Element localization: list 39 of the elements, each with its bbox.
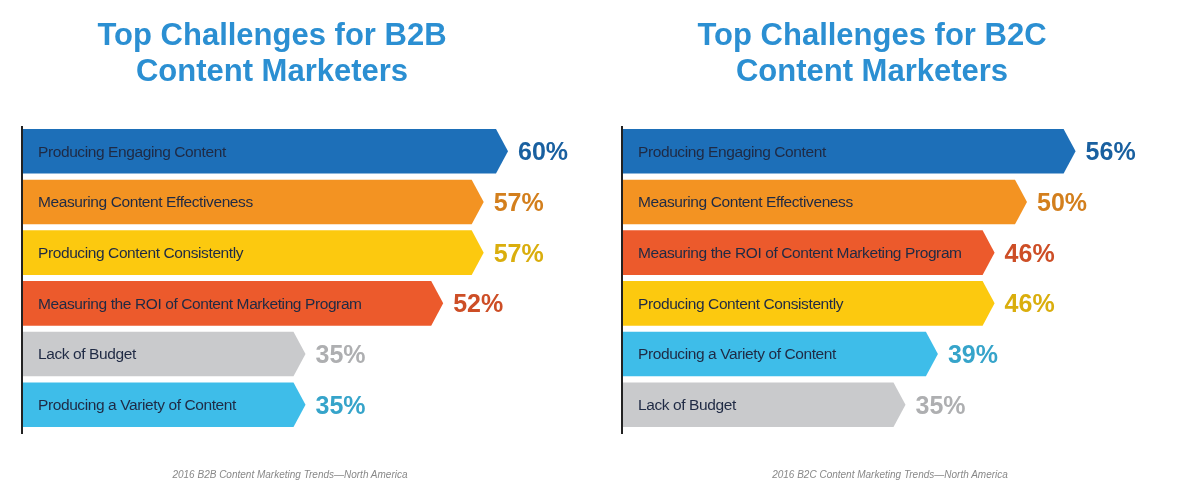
data-label: 35% bbox=[915, 390, 966, 419]
bar bbox=[622, 331, 938, 377]
chart-title: Top Challenges for B2C Content Marketers bbox=[697, 17, 1047, 88]
data-label: 56% bbox=[1085, 137, 1136, 166]
y-tick-label: Producing Engaging Content bbox=[38, 142, 227, 160]
data-label: 35% bbox=[315, 390, 366, 419]
y-tick-label: Producing a Variety of Content bbox=[638, 345, 838, 363]
bar bbox=[22, 281, 444, 326]
bar bbox=[22, 331, 306, 377]
data-label: 46% bbox=[1004, 289, 1055, 318]
bar bbox=[22, 382, 306, 427]
data-label: 50% bbox=[1037, 187, 1088, 216]
text: 2016 B2B Content Marketing Trends—North America bbox=[171, 469, 408, 480]
y-tick-label: Measuring the ROI of Content Marketing Program bbox=[38, 294, 362, 312]
bar bbox=[622, 382, 906, 427]
y-tick-label: Producing a Variety of Content bbox=[38, 396, 238, 414]
y-tick-label: Lack of Budget bbox=[638, 396, 737, 414]
bar bbox=[22, 230, 484, 275]
data-label: 35% bbox=[315, 340, 366, 369]
bar bbox=[622, 179, 1027, 225]
data-label: 57% bbox=[493, 238, 544, 267]
text: 2016 B2C Content Marketing Trends—North America bbox=[771, 469, 1009, 480]
y-tick-label: Producing Engaging Content bbox=[638, 142, 827, 160]
bar bbox=[22, 179, 484, 225]
y-tick-label: Measuring the ROI of Content Marketing Program bbox=[638, 244, 962, 262]
y-tick-label: Lack of Budget bbox=[38, 345, 137, 363]
chart-title: Top Challenges for B2B Content Marketers bbox=[97, 17, 447, 88]
data-label: 52% bbox=[453, 289, 504, 318]
data-label: 39% bbox=[947, 340, 998, 369]
bar bbox=[22, 129, 508, 174]
bar bbox=[622, 281, 995, 326]
data-label: 57% bbox=[493, 187, 544, 216]
y-tick-label: Producing Content Consistently bbox=[638, 294, 844, 312]
y-tick-label: Measuring Content Effectiveness bbox=[638, 193, 854, 211]
data-label: 60% bbox=[518, 137, 569, 166]
y-tick-label: Producing Content Consistently bbox=[38, 244, 244, 262]
bar bbox=[622, 129, 1076, 174]
data-label: 46% bbox=[1004, 238, 1055, 267]
y-tick-label: Measuring Content Effectiveness bbox=[38, 193, 254, 211]
